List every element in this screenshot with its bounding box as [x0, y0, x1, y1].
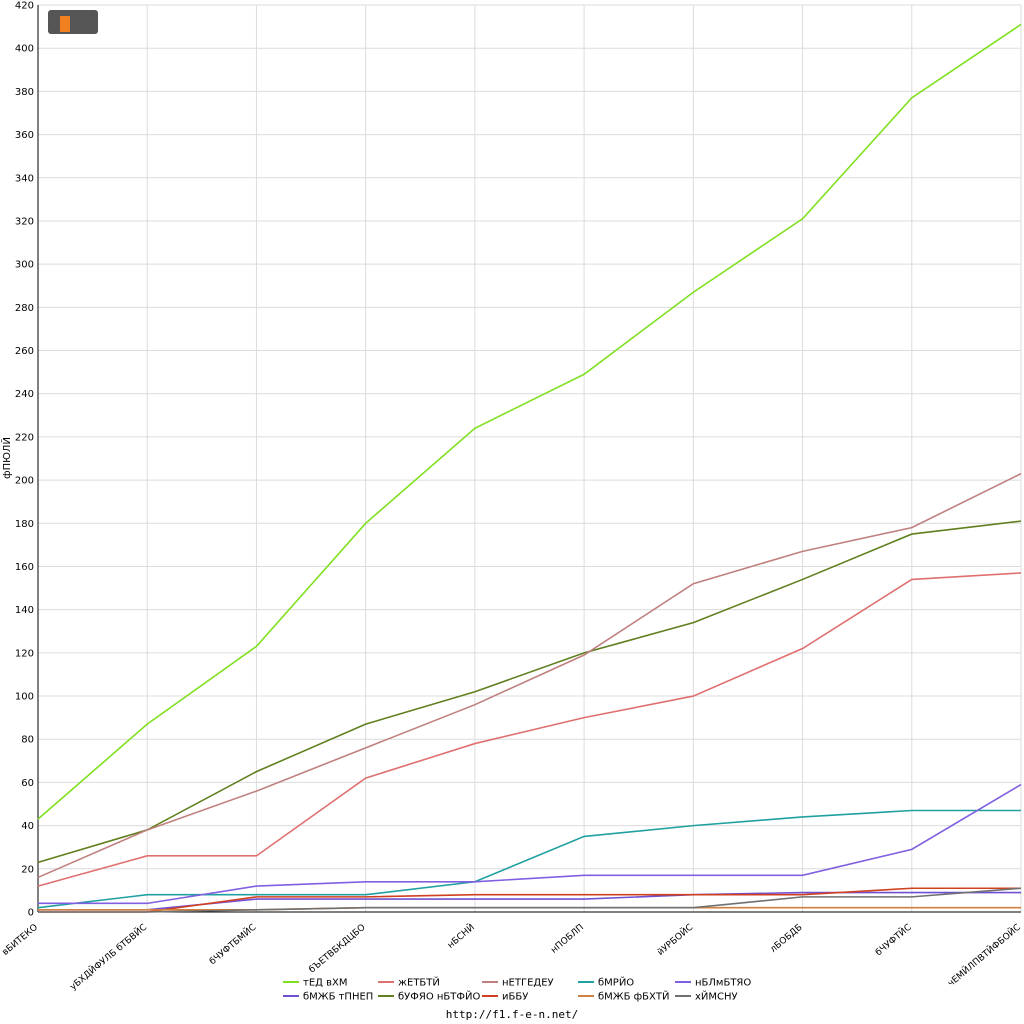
y-tick-label: 380 [15, 87, 34, 98]
y-tick-label: 140 [15, 605, 34, 616]
x-tick-label: бЪЕТВБКДЦБО [307, 923, 367, 976]
footer: http://f1.f-e-n.net/ [446, 1008, 578, 1021]
logo-accent [60, 16, 70, 32]
y-tick-label: 280 [15, 303, 34, 314]
y-axis-label: фПЮЛЙ [0, 437, 13, 479]
y-tick-label: 200 [15, 476, 34, 487]
y-tick-label: 0 [28, 908, 34, 919]
y-tick-label: 400 [15, 44, 34, 55]
y-tick-label: 80 [21, 735, 34, 746]
legend-label: хЙМСНУ [695, 990, 738, 1003]
series-line [38, 783, 1022, 905]
y-tick-label: 360 [15, 130, 34, 141]
x-tick-label: бЧУФТЙС [873, 921, 914, 958]
x-tick-label: нБСНЙ [445, 921, 477, 951]
legend-label: жЕТБТЙ [398, 976, 440, 989]
y-tick-label: 320 [15, 216, 34, 227]
y-tick-label: 20 [21, 864, 34, 875]
series-line [37, 520, 1022, 864]
y-tick-label: 420 [15, 1, 34, 12]
series-line [37, 472, 1022, 879]
y-tick-label: 240 [15, 389, 34, 400]
logo-box [48, 10, 98, 34]
legend-label: бМРЙО [598, 976, 634, 989]
x-tick-label: нПОБЛП [549, 923, 586, 956]
y-tick-label: 260 [15, 346, 34, 357]
x-tick-label: йУРБОЙС [655, 921, 696, 958]
series-line [37, 23, 1022, 820]
x-tick-label: чЕМЙЛПВТЙФБОЙС [945, 921, 1023, 989]
y-tick-label: 100 [15, 692, 34, 703]
legend-label: бУФЯО нБТФЙО [398, 990, 480, 1003]
series-line [38, 887, 1021, 913]
legend-label: иББУ [502, 992, 528, 1003]
y-tick-label: 340 [15, 173, 34, 184]
y-tick-label: 160 [15, 562, 34, 573]
legend-label: бМЖБ тПНЕП [303, 992, 373, 1003]
y-tick-label: 120 [15, 648, 34, 659]
y-tick-label: 60 [21, 778, 34, 789]
y-tick-label: 300 [15, 260, 34, 271]
legend-label: тЕД вХМ [303, 978, 348, 989]
y-tick-label: 220 [15, 432, 34, 443]
legend-label: бМЖБ фБХТЙ [598, 990, 669, 1003]
y-tick-label: 40 [21, 821, 34, 832]
legend-label: нЕТГЕДЕУ [502, 978, 554, 989]
x-tick-label: уБХДЙФУЛБ бТБВЙС [67, 921, 149, 992]
x-tick-label: бЧУФТБМЙС [207, 921, 259, 967]
series-line [38, 887, 1022, 913]
series-line [37, 572, 1022, 887]
logo [48, 10, 98, 34]
x-tick-label: вБИТЕКО [1, 923, 40, 958]
y-tick-label: 180 [15, 519, 34, 530]
legend-label: нБЛмБТЯО [695, 978, 751, 989]
x-tick-label: лБОБДБ [769, 923, 805, 955]
